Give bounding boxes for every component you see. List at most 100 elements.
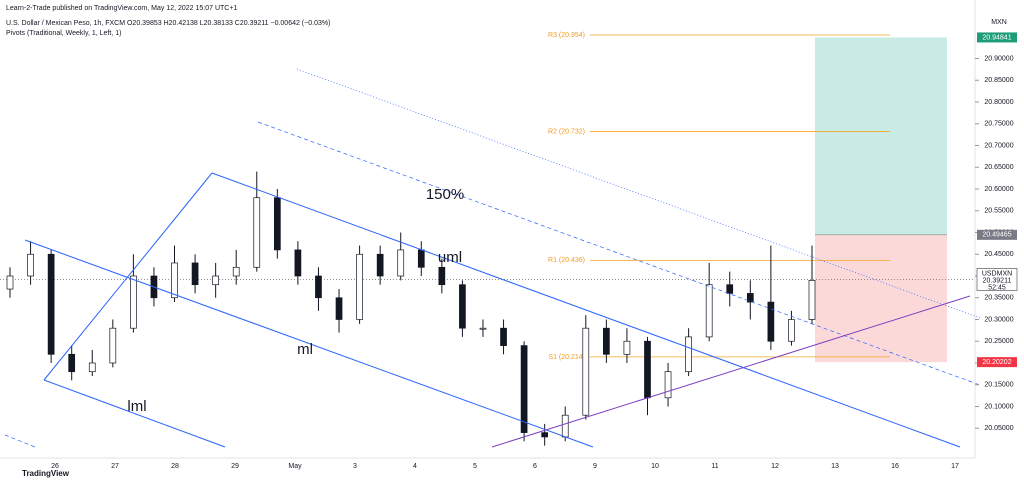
candle-body — [417, 249, 425, 268]
x-tick-label: 10 — [651, 463, 659, 470]
price-tag — [977, 32, 1017, 43]
x-tick-label: 28 — [171, 463, 179, 470]
x-tick-label: 6 — [533, 463, 537, 470]
candle-body — [582, 327, 590, 416]
price-tag — [976, 268, 1018, 291]
x-tick-label: 29 — [231, 463, 239, 470]
candle-body — [6, 275, 14, 290]
candle-body — [109, 327, 117, 364]
price-tag-label: 20.94841 — [982, 34, 1011, 41]
annotation: lml — [127, 398, 146, 415]
channel-line — [296, 68, 981, 319]
y-tick-label: 20.60000 — [984, 186, 1013, 193]
candle-body — [520, 345, 528, 433]
candle-body — [397, 249, 405, 277]
candle-body — [500, 327, 507, 346]
annotation: ml — [297, 341, 313, 358]
y-tick-label: 20.55000 — [984, 208, 1013, 215]
annotation: 150% — [426, 186, 464, 203]
x-tick-label: 27 — [111, 463, 119, 470]
candle-body — [88, 362, 96, 373]
candle-body — [664, 371, 672, 399]
target-zone — [815, 37, 947, 235]
candle-body — [438, 266, 446, 286]
price-tag-label: 20.20202 — [982, 359, 1011, 366]
price-tag-label: 20.49465 — [982, 232, 1011, 239]
y-tick-label: 20.85000 — [984, 77, 1013, 84]
candle-body — [808, 280, 816, 320]
pivot-label: S1 (20.214) — [548, 354, 585, 361]
candle-body — [273, 197, 281, 251]
x-tick-label: 9 — [593, 463, 597, 470]
candle-body — [68, 353, 76, 373]
candle-body — [623, 340, 631, 355]
candle-body — [47, 253, 55, 355]
y-tick-label: 20.80000 — [984, 99, 1013, 106]
candle-body — [541, 432, 549, 438]
candle-body — [294, 249, 302, 277]
x-tick-label: 4 — [413, 463, 417, 470]
stop-zone — [815, 234, 947, 363]
candle-body — [315, 275, 322, 299]
symbol: USDMXN — [982, 270, 1012, 277]
candle-body — [212, 275, 219, 286]
y-tick-label: 20.45000 — [984, 251, 1013, 258]
pivot-label: R1 (20.436) — [548, 257, 585, 264]
candle-body — [171, 262, 178, 299]
candle-body — [705, 284, 713, 338]
channel-line — [43, 379, 226, 448]
y-tick-label: 20.75000 — [984, 121, 1013, 128]
candle-body — [27, 253, 34, 277]
price-tag — [977, 229, 1017, 240]
candle-body — [253, 197, 261, 268]
y-tick-label: 20.15000 — [984, 382, 1013, 389]
y-tick-label: 20.25000 — [984, 338, 1013, 345]
chart-title: U.S. Dollar / Mexican Peso, 1h, FXCM O20… — [6, 20, 330, 27]
candle-body — [685, 336, 692, 373]
y-tick-label: 20.90000 — [984, 55, 1013, 62]
candle-body — [376, 253, 384, 277]
y-tick-label: 20.35000 — [984, 295, 1013, 302]
pivot-label: R2 (20.732) — [548, 128, 585, 135]
pitchfork-line — [43, 172, 213, 381]
candle-body — [561, 414, 569, 438]
y-tick-label: 20.65000 — [984, 164, 1013, 171]
last-price: 20.39211 — [983, 277, 1012, 284]
x-tick-label: 26 — [51, 463, 59, 470]
channel-line — [257, 121, 981, 386]
candle-body — [746, 293, 754, 303]
candle-body — [130, 275, 137, 329]
x-tick-label: 12 — [771, 463, 779, 470]
drawings — [4, 68, 981, 448]
channel-line — [24, 239, 594, 448]
candle-body — [603, 327, 610, 355]
y-tick-label: 20.70000 — [984, 142, 1013, 149]
brand: TradingView — [22, 469, 70, 478]
x-tick-label: 13 — [831, 463, 839, 470]
candle-body — [479, 327, 487, 330]
x-tick-label: 11 — [711, 463, 718, 470]
y-tick-label: 20.30000 — [984, 316, 1013, 323]
candle-body — [356, 253, 363, 320]
trend-line — [491, 295, 971, 448]
currency: MXN — [991, 19, 1007, 26]
pivot-label: R3 (20.954) — [548, 32, 585, 39]
x-tick-label: 17 — [951, 463, 959, 470]
channel-line — [211, 172, 961, 448]
candle-body — [232, 266, 240, 277]
candle-body — [767, 301, 775, 342]
candle-body — [335, 297, 343, 320]
candle-body — [644, 340, 651, 399]
y-tick-label: 20.05000 — [984, 425, 1013, 432]
y-tick-label: 20.10000 — [984, 403, 1013, 410]
candle-body — [191, 262, 199, 286]
annotation: uml — [438, 249, 462, 266]
candle-body — [788, 319, 795, 342]
price-tag — [977, 357, 1017, 368]
countdown: 52:45 — [988, 284, 1006, 291]
plot: R3 (20.954) R2 (20.732) R1 (20.436) S1 (20.… — [0, 32, 975, 446]
indicator: Pivots (Traditional, Weekly, 1, Left, 1) — [6, 30, 121, 37]
channel-line — [4, 434, 36, 448]
candle-body — [726, 284, 734, 294]
